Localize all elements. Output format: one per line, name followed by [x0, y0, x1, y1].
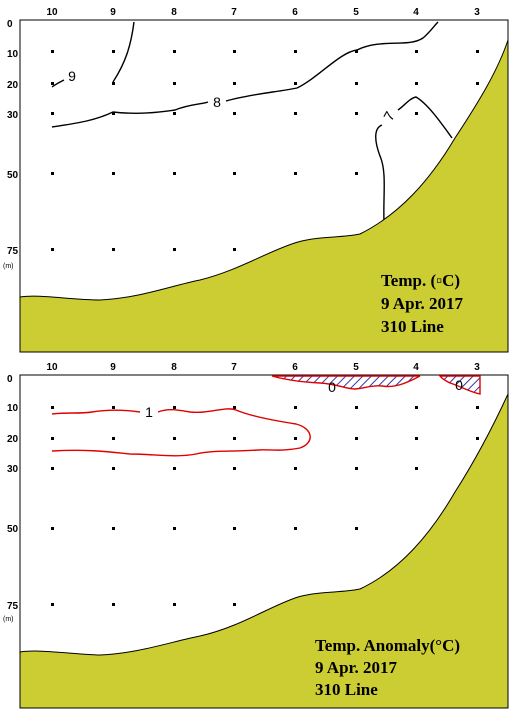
bottom-caption-line: 310 Line	[315, 680, 378, 699]
top-caption-line: 310 Line	[381, 317, 444, 336]
top-depth-unit: (m)	[3, 263, 14, 270]
top-station-labels: 10 9 8 7 6 5 4 3	[46, 7, 480, 18]
bottom-depth-10: 10	[7, 403, 19, 414]
contour-label-0-right: 0	[455, 377, 463, 393]
contour-label-9: 9	[68, 68, 76, 84]
bottom-depth-20: 20	[7, 434, 19, 445]
top-station-5: 5	[353, 7, 359, 18]
top-depth-50: 50	[7, 170, 19, 181]
top-station-4: 4	[413, 7, 419, 18]
contour-1-loop	[51, 408, 311, 457]
bottom-station-3: 3	[474, 362, 480, 373]
top-caption: Temp. (▫C) 9 Apr. 2017 310 Line	[381, 271, 464, 336]
bottom-caption-date: 9 Apr. 2017	[315, 658, 398, 677]
anomaly-panel: 10 9 8 7 6 5 4 3 0 10 20 30 50 75 (m)	[3, 362, 509, 709]
bottom-station-9: 9	[110, 362, 116, 373]
contour-8	[51, 101, 209, 128]
bottom-station-4: 4	[413, 362, 419, 373]
bottom-depth-labels: 0 10 20 30 50 75 (m)	[3, 374, 19, 623]
top-caption-date: 9 Apr. 2017	[381, 294, 464, 313]
bottom-sample-grid	[51, 406, 479, 606]
top-station-6: 6	[292, 7, 298, 18]
contour-9	[112, 21, 135, 83]
top-station-7: 7	[231, 7, 237, 18]
contour-9-left	[51, 79, 65, 88]
bottom-caption: Temp. Anomaly(°C) 9 Apr. 2017 310 Line	[315, 636, 460, 699]
negative-area-right	[438, 375, 481, 395]
bottom-station-8: 8	[171, 362, 177, 373]
bottom-station-labels: 10 9 8 7 6 5 4 3	[46, 362, 480, 373]
bottom-depth-50: 50	[7, 524, 19, 535]
bottom-caption-title: Temp. Anomaly(°C)	[315, 636, 460, 655]
bottom-depth-0: 0	[7, 374, 13, 385]
contour-1	[51, 409, 141, 415]
contour-label-1: 1	[145, 404, 153, 420]
top-depth-75: 75	[7, 246, 19, 257]
top-seabed	[19, 39, 509, 353]
top-depth-20: 20	[7, 80, 19, 91]
top-station-8: 8	[171, 7, 177, 18]
top-sample-grid	[51, 50, 479, 251]
bottom-station-5: 5	[353, 362, 359, 373]
contour-7-right	[397, 96, 453, 139]
bottom-station-7: 7	[231, 362, 237, 373]
top-depth-0: 0	[7, 19, 13, 30]
contour-label-8: 8	[213, 94, 221, 110]
temperature-panel: 10 9 8 7 6 5 4 3 0 10 20 30 50 75 (m)	[3, 7, 509, 353]
top-contours	[51, 21, 453, 223]
bottom-station-10: 10	[46, 362, 58, 373]
bottom-seabed	[19, 393, 509, 709]
contour-label-0-center: 0	[328, 379, 336, 395]
contour-8-right	[225, 21, 439, 102]
top-depth-30: 30	[7, 110, 19, 121]
bottom-depth-30: 30	[7, 464, 19, 475]
top-depth-labels: 0 10 20 30 50 75 (m)	[3, 19, 19, 270]
bottom-contours	[51, 408, 311, 457]
bottom-depth-unit: (m)	[3, 616, 14, 623]
bottom-station-6: 6	[292, 362, 298, 373]
top-depth-10: 10	[7, 49, 19, 60]
contour-7	[375, 124, 385, 223]
negative-area-center	[271, 375, 421, 390]
bottom-contour-labels: 1 0 0	[145, 377, 463, 420]
top-station-10: 10	[46, 7, 58, 18]
bottom-depth-75: 75	[7, 601, 19, 612]
top-caption-title: Temp. (▫C)	[381, 271, 460, 290]
top-station-3: 3	[474, 7, 480, 18]
top-station-9: 9	[110, 7, 116, 18]
